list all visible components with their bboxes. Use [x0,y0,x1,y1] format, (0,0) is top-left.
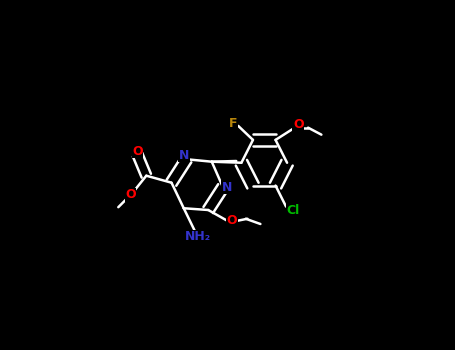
Text: N: N [222,181,233,194]
Text: N: N [178,148,189,162]
Text: O: O [132,145,143,158]
Text: O: O [227,214,237,227]
Text: NH₂: NH₂ [185,230,211,244]
Text: F: F [229,117,237,130]
Text: O: O [293,118,303,131]
Text: Cl: Cl [286,204,300,217]
Text: O: O [125,188,136,202]
